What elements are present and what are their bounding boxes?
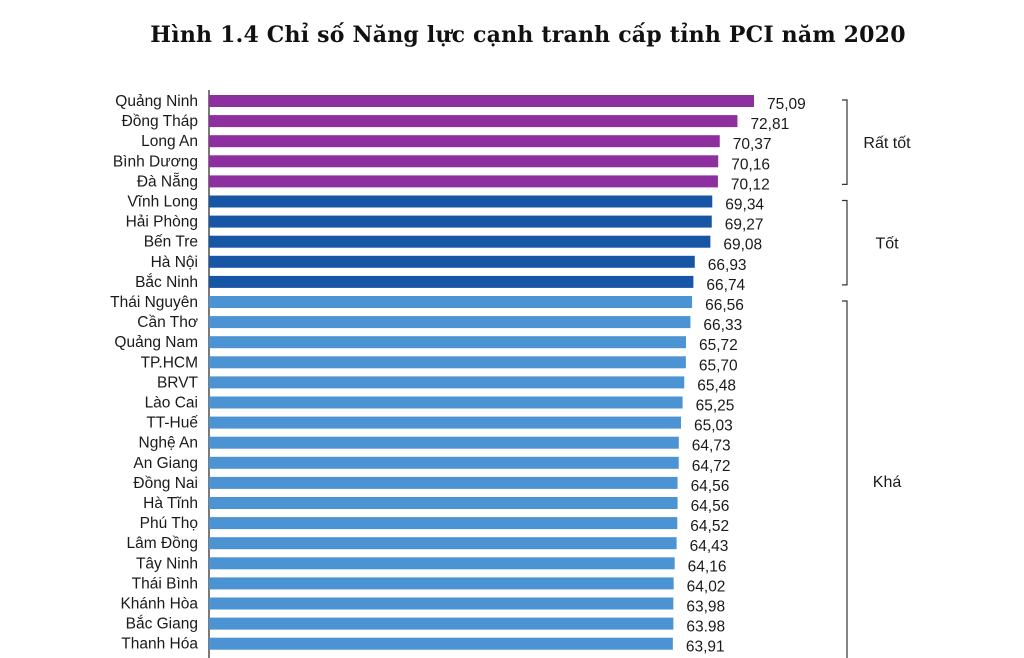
- bar: [209, 597, 674, 610]
- category-label: Vĩnh Long: [127, 194, 198, 211]
- data-label: 69,08: [723, 237, 762, 254]
- bar: [209, 376, 685, 389]
- bar: [209, 416, 681, 429]
- bar: [209, 637, 673, 650]
- bar: [209, 517, 678, 530]
- category-label: Thái Nguyên: [110, 294, 198, 311]
- category-label: An Giang: [133, 455, 198, 472]
- category-label: Bắc Ninh: [135, 274, 198, 291]
- bar: [209, 396, 683, 409]
- data-label: 70,12: [731, 176, 770, 193]
- data-label: 66,93: [708, 257, 747, 274]
- category-label: Quảng Nam: [114, 334, 198, 351]
- bar: [209, 557, 675, 570]
- data-label: 64,52: [690, 518, 729, 535]
- bar: [209, 155, 719, 168]
- bar: [209, 95, 754, 107]
- category-label: Thanh Hóa: [121, 636, 198, 653]
- bar: [209, 275, 694, 288]
- category-label: Hải Phòng: [126, 214, 198, 231]
- group-label: Rất tốt: [863, 135, 911, 152]
- category-label: Khánh Hòa: [120, 596, 198, 613]
- data-label: 63,91: [686, 639, 725, 656]
- data-label: 63.98: [686, 619, 725, 636]
- bar: [209, 255, 695, 268]
- bar: [209, 476, 678, 489]
- chart-title: Hình 1.4 Chỉ số Năng lực cạnh tranh cấp …: [150, 22, 906, 48]
- data-label: 72,81: [750, 116, 789, 133]
- category-label: Bến Tre: [144, 234, 198, 251]
- group-bracket: [842, 300, 848, 658]
- data-label: 75,09: [767, 96, 806, 113]
- bar: [209, 175, 718, 188]
- category-label: Quảng Ninh: [115, 93, 198, 110]
- data-label: 64,73: [692, 438, 731, 455]
- bar: [209, 115, 738, 128]
- bar: [209, 577, 674, 590]
- group-label: Khá: [873, 474, 902, 491]
- data-label: 66,56: [705, 297, 744, 314]
- bar: [209, 537, 677, 550]
- category-label: Hà Nội: [151, 254, 198, 271]
- bar: [209, 356, 686, 369]
- category-label: Bình Dương: [113, 153, 198, 170]
- bar: [209, 336, 686, 349]
- group-label: Tốt: [875, 236, 899, 253]
- category-label: TP.HCM: [141, 354, 198, 371]
- data-label: 70,37: [733, 136, 772, 153]
- category-label: Đồng Tháp: [122, 113, 198, 130]
- bar: [209, 497, 678, 509]
- bar: [209, 316, 691, 329]
- data-label: 69,34: [725, 197, 764, 214]
- category-label: BRVT: [157, 374, 199, 391]
- category-label: Thái Bình: [132, 575, 198, 592]
- data-label: 65,72: [699, 337, 738, 354]
- bar: [209, 456, 679, 469]
- category-label: Nghệ An: [139, 435, 198, 452]
- category-label: TT-Huế: [146, 415, 198, 432]
- category-label: Đà Nẵng: [137, 173, 198, 190]
- bar: [209, 195, 713, 208]
- category-label: Lào Cai: [145, 395, 198, 412]
- data-label: 64,56: [691, 478, 730, 495]
- category-label: Tây Ninh: [136, 555, 198, 572]
- bar: [209, 215, 712, 228]
- data-label: 65,48: [697, 377, 736, 394]
- bar: [209, 617, 674, 630]
- category-label: Đồng Nai: [133, 475, 198, 492]
- bar: [209, 296, 693, 308]
- data-label: 64,16: [688, 558, 727, 575]
- category-label: Bắc Giang: [126, 616, 198, 633]
- data-label: 66,74: [706, 277, 745, 294]
- data-label: 64,43: [690, 538, 729, 555]
- group-bracket: [842, 99, 848, 185]
- data-label: 69,27: [725, 217, 764, 234]
- data-label: 66,33: [703, 317, 742, 334]
- category-label: Cần Thơ: [137, 314, 198, 331]
- data-label: 64,56: [691, 498, 730, 515]
- data-label: 64,02: [687, 578, 726, 595]
- bar: [209, 436, 679, 449]
- category-label: Long An: [141, 133, 198, 150]
- data-label: 65,70: [699, 357, 738, 374]
- data-label: 65,25: [696, 398, 735, 415]
- category-label: Lâm Đồng: [126, 535, 198, 552]
- category-label: Phú Thọ: [140, 515, 198, 532]
- data-label: 70,16: [731, 156, 770, 173]
- data-label: 63,98: [686, 599, 725, 616]
- bar: [209, 235, 711, 248]
- bar: [209, 135, 720, 148]
- category-label: Hà Tĩnh: [143, 495, 198, 512]
- data-label: 65,03: [694, 418, 733, 435]
- data-label: 64,72: [692, 458, 731, 475]
- group-bracket: [842, 199, 848, 286]
